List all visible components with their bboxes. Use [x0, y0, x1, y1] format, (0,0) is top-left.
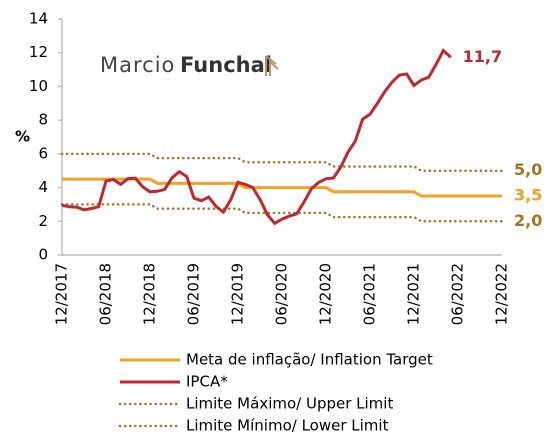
x-tick-label: 12/2017 [53, 263, 71, 325]
y-tick-label: 6 [38, 144, 48, 162]
series-line [60, 152, 504, 172]
value-label: 3,5 [514, 186, 542, 205]
x-tick-label: 06/2021 [361, 263, 379, 325]
x-tick-label: 12/2022 [493, 263, 511, 325]
legend-label: Limite Máximo/ Upper Limit [186, 395, 393, 413]
x-tick-label: 12/2021 [405, 263, 423, 325]
y-tick-label: 12 [29, 43, 48, 61]
legend-label: Limite Mínimo/ Lower Limit [186, 417, 389, 433]
x-tick-label: 06/2018 [97, 263, 115, 325]
x-tick-label: 06/2022 [449, 263, 467, 325]
value-label: 11,7 [463, 47, 502, 66]
y-tick-label: 14 [29, 10, 48, 28]
series-line [62, 177, 502, 198]
y-axis-label: % [15, 128, 30, 146]
x-tick-label: 12/2020 [317, 263, 335, 325]
value-label: 5,0 [514, 160, 542, 179]
logo-icon [265, 55, 279, 76]
y-tick-label: 0 [38, 246, 48, 264]
x-tick-label: 12/2018 [141, 263, 159, 325]
value-label: 2,0 [514, 211, 542, 230]
x-tick-label: 12/2019 [229, 263, 247, 325]
y-tick-label: 2 [38, 212, 48, 230]
y-tick-label: 4 [38, 178, 48, 196]
logo-text: Marcio [100, 53, 175, 77]
y-tick-label: 8 [38, 111, 48, 129]
legend-label: Meta de inflação/ Inflation Target [186, 351, 433, 369]
logo-text: Funchal [180, 53, 272, 77]
series-line [60, 203, 504, 223]
y-tick-label: 10 [29, 77, 48, 95]
series-line [61, 48, 452, 226]
legend-label: IPCA* [186, 373, 228, 391]
x-tick-label: 06/2019 [185, 263, 203, 325]
x-tick-label: 06/2020 [273, 263, 291, 325]
